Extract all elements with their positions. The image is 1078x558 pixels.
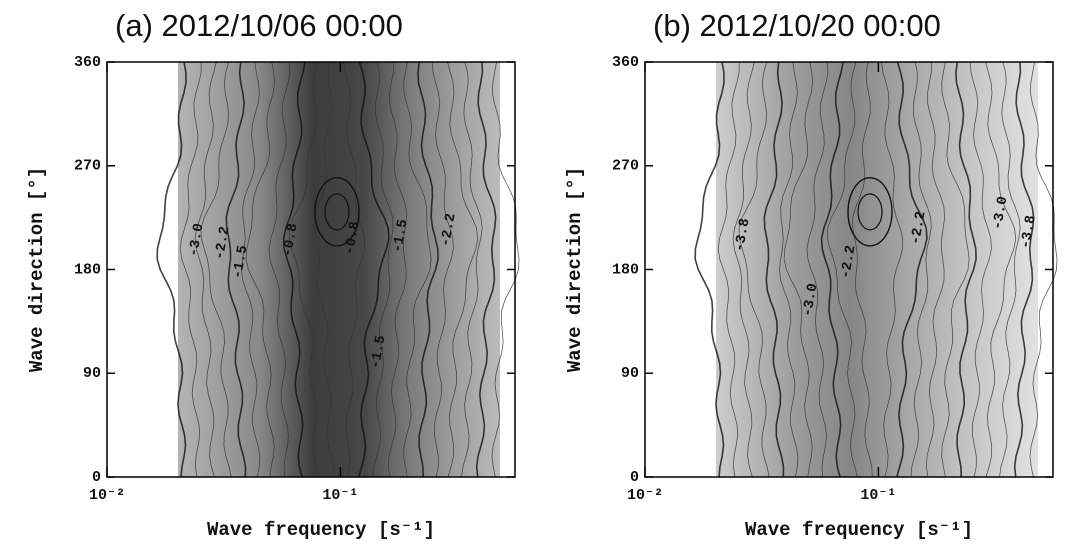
contour-line bbox=[925, 61, 946, 478]
contour-line bbox=[717, 61, 740, 478]
field bbox=[716, 62, 1038, 477]
contour-line bbox=[1029, 61, 1058, 478]
y-axis-label: Wave direction [°] bbox=[564, 167, 586, 372]
contour-label: -2.2 bbox=[438, 212, 460, 248]
contour-line bbox=[343, 61, 366, 478]
contour-line bbox=[779, 61, 799, 478]
contour-line bbox=[881, 61, 904, 478]
contour-line bbox=[245, 61, 276, 478]
contour-label: -0.8 bbox=[342, 220, 364, 256]
contour-line bbox=[475, 61, 497, 478]
contour-line bbox=[491, 61, 520, 478]
x-tick-label: 10⁻² bbox=[89, 487, 125, 504]
contour-line bbox=[461, 61, 483, 478]
y-tick-label: 270 bbox=[612, 158, 639, 175]
contour-line bbox=[763, 61, 785, 478]
contour-label: -3.8 bbox=[1018, 214, 1040, 250]
x-tick-label: 10⁻² bbox=[627, 487, 663, 504]
contour-line bbox=[358, 61, 390, 478]
y-tick-label: 90 bbox=[83, 365, 101, 382]
contour-line bbox=[910, 61, 932, 478]
field bbox=[178, 62, 500, 477]
contour-line bbox=[820, 61, 844, 478]
contour-line bbox=[403, 61, 432, 478]
y-tick-label: 270 bbox=[74, 158, 101, 175]
contour-label: -1.5 bbox=[390, 218, 412, 254]
contour-label: -2.2 bbox=[212, 225, 234, 261]
contour-label: -0.8 bbox=[280, 222, 302, 258]
contour-label: -3.0 bbox=[800, 282, 822, 318]
contour-line bbox=[241, 61, 261, 478]
contour-core bbox=[324, 193, 350, 231]
contour-line bbox=[826, 61, 858, 478]
contour-line bbox=[941, 61, 970, 478]
y-tick-label: 180 bbox=[612, 261, 639, 278]
contour-core bbox=[847, 177, 893, 247]
contour-line bbox=[1013, 61, 1035, 478]
contour-line bbox=[999, 61, 1021, 478]
y-tick-label: 90 bbox=[621, 365, 639, 382]
contour-line bbox=[447, 61, 479, 478]
contour-label: -1.5 bbox=[230, 244, 252, 280]
y-tick-label: 360 bbox=[612, 54, 639, 71]
x-tick-label: 10⁻¹ bbox=[860, 487, 896, 504]
contour-line bbox=[268, 61, 291, 478]
contour-line bbox=[783, 61, 814, 478]
contour-line bbox=[179, 61, 202, 478]
contour-core bbox=[314, 177, 360, 247]
contour-line bbox=[732, 61, 755, 478]
contour-label: -1.5 bbox=[368, 334, 390, 370]
contour-line bbox=[194, 61, 217, 478]
contour-core bbox=[857, 193, 883, 231]
y-tick-label: 180 bbox=[74, 261, 101, 278]
y-tick-label: 360 bbox=[74, 54, 101, 71]
contour-line bbox=[806, 61, 829, 478]
contour-line bbox=[372, 61, 394, 478]
contour-label: -3.0 bbox=[186, 222, 208, 258]
contour-line bbox=[314, 61, 335, 478]
contour-line bbox=[694, 61, 725, 478]
x-axis-label: Wave frequency [s⁻¹] bbox=[745, 519, 973, 541]
panel-title: (b) 2012/10/20 00:00 bbox=[653, 8, 941, 43]
contour-line bbox=[200, 61, 232, 478]
contour-line bbox=[387, 61, 408, 478]
contour-line bbox=[955, 61, 977, 478]
contour-line bbox=[288, 61, 320, 478]
contour-label: -2.2 bbox=[838, 244, 860, 280]
panel-title: (a) 2012/10/06 00:00 bbox=[115, 8, 403, 43]
contour-line bbox=[156, 61, 187, 478]
contour-line bbox=[282, 61, 306, 478]
contour-line bbox=[417, 61, 439, 478]
contour-line bbox=[896, 61, 928, 478]
contour-line bbox=[225, 61, 247, 478]
y-tick-label: 0 bbox=[92, 469, 101, 486]
contour-line bbox=[969, 61, 992, 478]
y-tick-label: 0 bbox=[630, 469, 639, 486]
x-tick-label: 10⁻¹ bbox=[322, 487, 358, 504]
contour-label: -3.0 bbox=[990, 195, 1012, 231]
contour-line bbox=[852, 61, 873, 478]
contour-label: -3.8 bbox=[732, 217, 754, 253]
contour-line bbox=[985, 61, 1017, 478]
contour-label: -2.2 bbox=[908, 210, 930, 246]
x-axis-label: Wave frequency [s⁻¹] bbox=[207, 519, 435, 541]
contour-line bbox=[431, 61, 454, 478]
y-axis-label: Wave direction [°] bbox=[26, 167, 48, 372]
contour-line bbox=[738, 61, 770, 478]
